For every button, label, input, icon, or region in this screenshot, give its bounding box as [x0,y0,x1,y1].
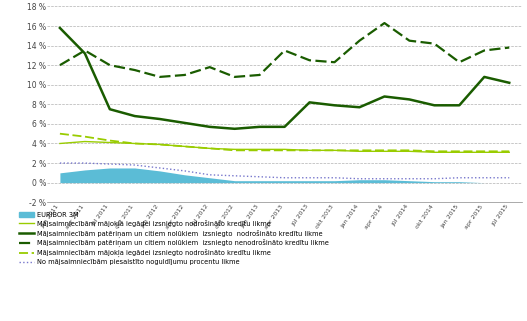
Legend: EURIBOR 3M, Mājsaimniecībām mājokļa iegādei izsniegto nodrošināto kredītu likme,: EURIBOR 3M, Mājsaimniecībām mājokļa iegā… [19,212,329,265]
